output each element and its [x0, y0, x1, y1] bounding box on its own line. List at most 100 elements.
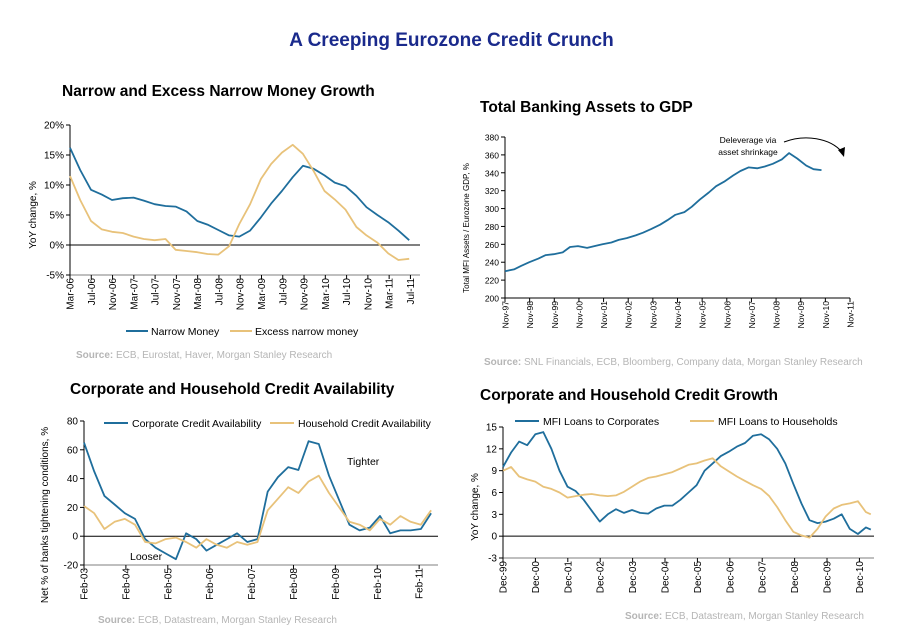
money-y-tick-label: 10% [44, 181, 64, 192]
growth-source: Source: ECB, Datastream, Morgan Stanley … [625, 611, 864, 622]
money-legend: Narrow Money Excess narrow money [126, 326, 359, 338]
availability-x-tick-label: Feb-04 [121, 568, 132, 600]
growth-source-text: ECB, Datastream, Morgan Stanley Research [662, 611, 864, 622]
assets-annotation-line1: Deleverage via [720, 135, 777, 145]
assets-x-tick-label: Nov-99 [550, 301, 560, 329]
assets-x-tick-label: Nov-03 [648, 301, 658, 329]
availability-x-tick-label: Feb-10 [373, 568, 384, 600]
money-y-tick-label: 5% [50, 211, 65, 222]
assets-x-tick-label: Nov-07 [747, 301, 757, 329]
money-x-tick-label: Jul-11 [406, 278, 417, 305]
availability-series-secondary-line [83, 474, 432, 549]
availability-x-tick-label: Feb-05 [163, 568, 174, 600]
assets-x-tick-label: Nov-06 [722, 301, 732, 329]
assets-y-tick-label: 240 [485, 258, 499, 268]
assets-y-tick-label: 300 [485, 204, 499, 214]
growth-chart-title: Corporate and Household Credit Growth [480, 387, 778, 404]
availability-y-axis-label: Net % of banks tightening conditions, % [40, 427, 51, 603]
assets-y-tick-label: 360 [485, 150, 499, 160]
growth-y-tick-label: 15 [486, 423, 498, 434]
availability-chart: Corporate and Household Credit Availabil… [40, 381, 438, 626]
money-source: Source: ECB, Eurostat, Haver, Morgan Sta… [76, 350, 332, 361]
money-source-text: ECB, Eurostat, Haver, Morgan Stanley Res… [113, 350, 332, 361]
growth-x-tick-label: Dec-07 [758, 561, 769, 594]
assets-chart-title: Total Banking Assets to GDP [480, 99, 693, 116]
availability-x-tick-label: Feb-09 [331, 568, 342, 600]
assets-chart: Total Banking Assets to GDP Total MFI As… [462, 99, 863, 368]
growth-y-tick-label: 12 [486, 444, 498, 455]
availability-source: Source: ECB, Datastream, Morgan Stanley … [98, 615, 337, 626]
growth-x-tick-label: Dec-01 [563, 561, 574, 594]
growth-y-axis-label: YoY change, % [470, 473, 481, 541]
assets-series-primary-line [504, 152, 822, 273]
assets-x-tick-label: Nov-08 [772, 301, 782, 329]
assets-source-text: SNL Financials, ECB, Bloomberg, Company … [521, 357, 862, 368]
growth-y-tick-label: 0 [491, 532, 497, 543]
money-x-tick-label: Jul-08 [214, 278, 225, 306]
growth-series-secondary-line [502, 457, 872, 539]
assets-annotation-arrow [783, 137, 843, 153]
availability-x-tick-label: Feb-11 [415, 568, 426, 599]
assets-x-tick-label: Nov-97 [501, 301, 511, 329]
availability-y-tick-label: 0 [72, 532, 78, 543]
assets-y-axis-label: Total MFI Assets / Eurozone GDP, % [462, 163, 471, 293]
growth-y-tick-label: 9 [491, 466, 497, 477]
assets-x-tick-label: Nov-02 [624, 301, 634, 329]
assets-y-tick-label: 220 [485, 276, 499, 286]
availability-chart-title: Corporate and Household Credit Availabil… [70, 381, 395, 398]
assets-y-tick-label: 200 [485, 294, 499, 304]
money-x-tick-label: Nov-10 [363, 278, 374, 311]
growth-chart: Corporate and Household Credit Growth Yo… [470, 387, 874, 622]
availability-x-tick-label: Feb-03 [80, 568, 91, 600]
money-legend-narrow: Narrow Money [151, 326, 220, 338]
assets-source: Source: SNL Financials, ECB, Bloomberg, … [484, 357, 863, 368]
availability-y-tick-label: -20 [64, 561, 79, 572]
money-x-tick-label: Nov-09 [300, 278, 311, 311]
money-x-tick-label: Mar-09 [257, 278, 268, 310]
growth-x-tick-label: Dec-09 [823, 561, 834, 594]
availability-y-tick-label: 40 [67, 474, 79, 485]
money-y-tick-label: 20% [44, 121, 64, 132]
growth-x-tick-label: Dec-99 [499, 561, 510, 594]
availability-x-tick-label: Feb-08 [289, 568, 300, 600]
money-x-tick-label: Mar-08 [193, 278, 204, 310]
money-source-label: Source: [76, 350, 113, 361]
growth-x-tick-label: Dec-02 [596, 561, 607, 594]
availability-x-tick-label: Feb-06 [205, 568, 216, 600]
growth-series-primary-line [502, 431, 872, 535]
assets-y-tick-label: 340 [485, 168, 499, 178]
assets-x-tick-label: Nov-01 [599, 301, 609, 329]
growth-x-tick-label: Dec-10 [855, 561, 866, 594]
growth-legend: MFI Loans to Corporates MFI Loans to Hou… [515, 416, 838, 428]
page-title: A Creeping Eurozone Credit Crunch [289, 30, 614, 51]
money-y-tick-label: 15% [44, 151, 64, 162]
money-x-tick-label: Jul-07 [151, 278, 162, 306]
assets-source-label: Source: [484, 357, 521, 368]
assets-y-tick-label: 280 [485, 222, 499, 232]
assets-x-tick-label: Nov-11 [846, 301, 856, 328]
money-x-tick-label: Mar-07 [129, 278, 140, 310]
availability-y-tick-label: 60 [67, 445, 79, 456]
assets-y-tick-label: 320 [485, 186, 499, 196]
money-x-tick-label: Mar-10 [321, 278, 332, 310]
assets-x-tick-label: Nov-05 [698, 301, 708, 329]
availability-looser-label: Looser [130, 551, 163, 563]
growth-legend-corp: MFI Loans to Corporates [543, 416, 659, 428]
money-y-axis-label: YoY change, % [28, 181, 39, 249]
assets-x-tick-label: Nov-98 [525, 301, 535, 329]
assets-y-tick-label: 380 [485, 133, 499, 143]
growth-x-tick-label: Dec-04 [661, 561, 672, 594]
assets-x-tick-label: Nov-09 [796, 301, 806, 329]
assets-annotation-arrowhead [838, 147, 845, 157]
growth-x-tick-label: Dec-08 [790, 561, 801, 594]
availability-legend-corp: Corporate Credit Availability [132, 418, 262, 430]
growth-y-tick-label: 6 [491, 488, 497, 499]
growth-x-tick-label: Dec-00 [531, 561, 542, 594]
assets-x-tick-label: Nov-10 [821, 301, 831, 329]
assets-y-tick-label: 260 [485, 240, 499, 250]
availability-y-tick-label: 20 [67, 503, 79, 514]
money-x-tick-label: Nov-08 [236, 278, 247, 311]
